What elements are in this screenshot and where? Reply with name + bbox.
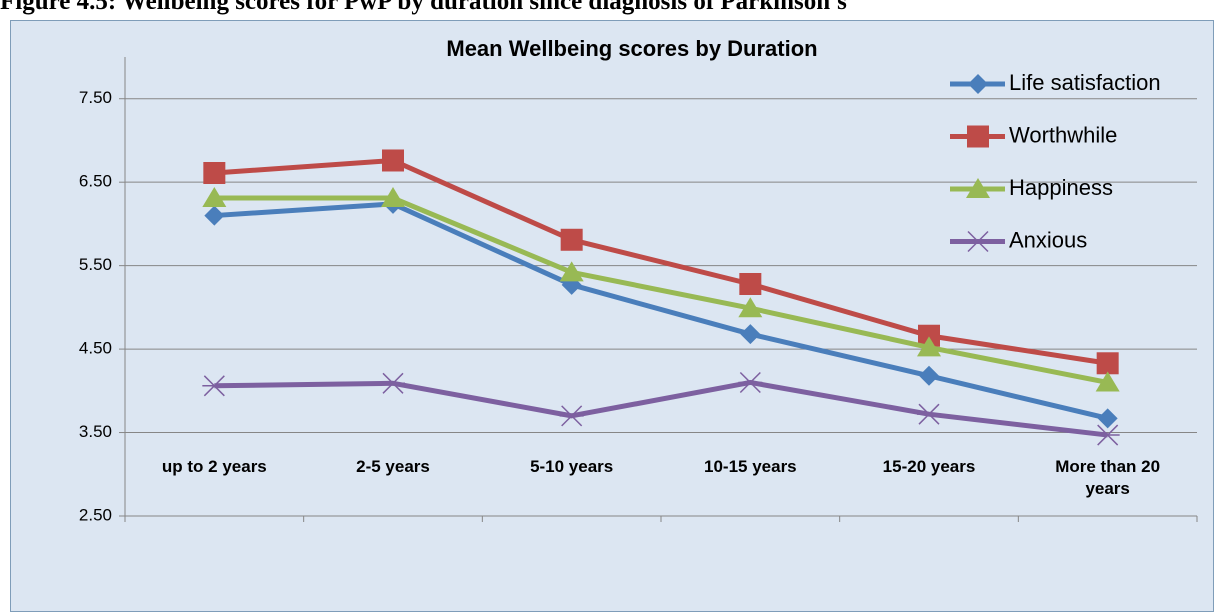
data-point [738, 371, 763, 394]
data-point [381, 372, 405, 394]
chart-frame [10, 20, 1214, 612]
x-tick-label: 15-20 years [882, 457, 976, 476]
legend-label: Anxious [1009, 227, 1087, 252]
data-point [740, 324, 761, 345]
data-point [919, 365, 939, 386]
data-point [560, 228, 583, 251]
data-point [739, 272, 762, 295]
x-tick-label: 2-5 years [356, 457, 430, 476]
data-point [559, 405, 584, 427]
series-line [214, 195, 1109, 385]
y-tick-label: 3.50 [79, 422, 112, 441]
x-tick-label: 10-15 years [704, 457, 797, 476]
legend-label: Happiness [1009, 175, 1113, 200]
data-point [918, 324, 940, 347]
y-tick-label: 7.50 [79, 88, 112, 107]
data-point [1095, 424, 1120, 446]
data-point [1096, 352, 1119, 375]
series-line [214, 157, 1109, 366]
data-point [1097, 408, 1118, 429]
data-point [917, 336, 941, 357]
data-point [1095, 371, 1120, 392]
data-point [202, 187, 227, 208]
y-tick-label: 5.50 [79, 255, 112, 274]
data-point [204, 205, 225, 226]
x-tick-label: up to 2 years [161, 457, 267, 476]
legend-marker [968, 74, 988, 94]
data-point [381, 187, 405, 208]
series-line [214, 201, 1109, 421]
y-tick-label: 4.50 [79, 339, 112, 358]
y-tick-label: 6.50 [79, 172, 112, 191]
y-tick-label: 2.50 [79, 505, 112, 524]
series-line [214, 379, 1108, 438]
x-tick-label: More than 20 years [1055, 457, 1161, 498]
chart-title: Mean Wellbeing scores by Duration [446, 36, 817, 61]
data-point [382, 149, 404, 172]
data-point [738, 297, 763, 318]
legend-marker [966, 178, 990, 198]
legend-label: Life satisfaction [1009, 70, 1161, 95]
legend-marker [966, 230, 990, 253]
data-point [917, 403, 941, 425]
figure-caption: Figure 4.5: Wellbeing scores for PwP by … [0, 0, 847, 15]
x-tick-label: 5-10 years [530, 457, 614, 476]
data-point [559, 261, 584, 282]
legend-marker [967, 125, 989, 148]
data-point [202, 375, 227, 397]
legend-label: Worthwhile [1009, 122, 1117, 147]
data-point [203, 162, 226, 185]
